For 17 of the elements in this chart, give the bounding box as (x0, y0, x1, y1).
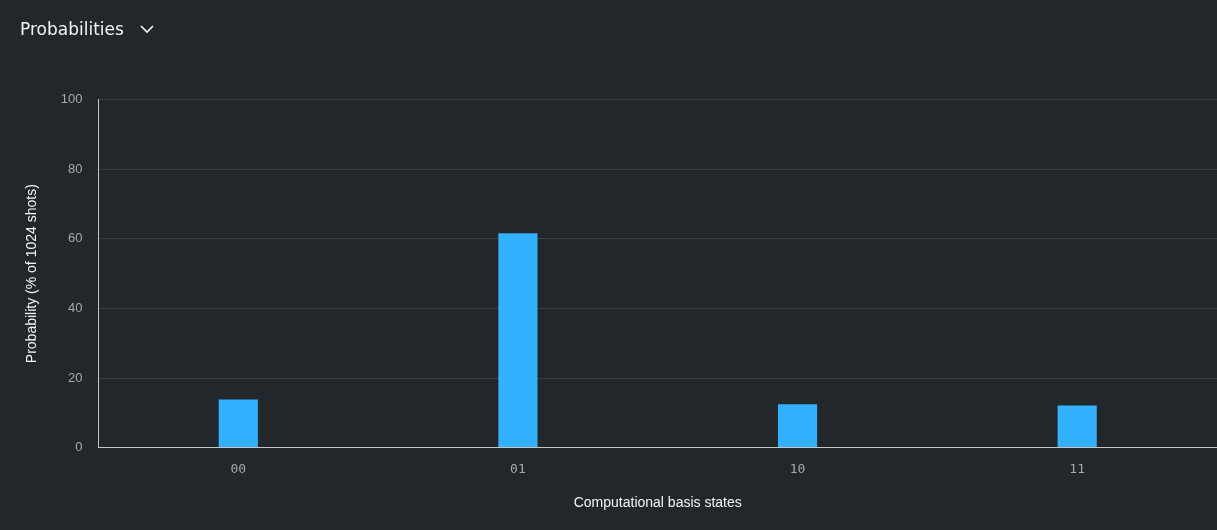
y-axis-title: Probability (% of 1024 shots) (23, 184, 40, 364)
x-tick-label: 10 (789, 460, 806, 476)
y-tick-label: 100 (60, 91, 83, 107)
x-tick-label: 00 (230, 460, 247, 476)
x-axis-title: Computational basis states (573, 494, 742, 511)
bar (498, 233, 538, 448)
bar (777, 404, 818, 448)
chart-title: Probabilities (20, 19, 124, 39)
x-tick-label: 11 (1069, 460, 1086, 476)
x-tick-label: 01 (510, 460, 526, 476)
bar (218, 399, 258, 448)
y-tick-label: 20 (68, 369, 83, 385)
bar (1057, 405, 1097, 448)
y-tick-label: 0 (75, 439, 83, 455)
y-tick-label: 60 (68, 230, 83, 246)
y-tick-label: 80 (68, 160, 83, 176)
y-tick-label: 40 (68, 300, 83, 316)
